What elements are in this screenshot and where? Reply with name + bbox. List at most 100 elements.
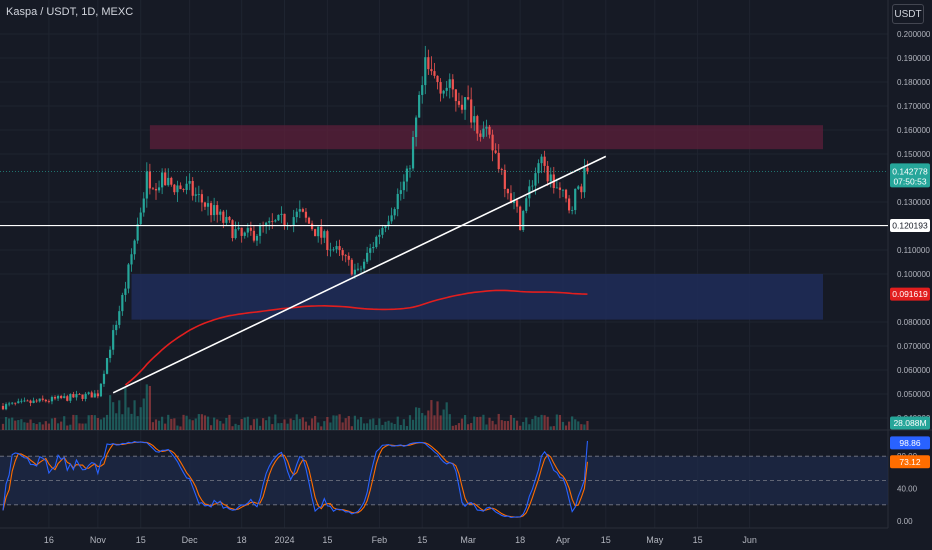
candle[interactable]	[384, 225, 387, 233]
candle[interactable]	[237, 221, 240, 231]
candle[interactable]	[515, 197, 519, 213]
candle[interactable]	[185, 176, 188, 195]
candle[interactable]	[157, 180, 161, 193]
candle[interactable]	[1, 403, 5, 411]
candle[interactable]	[558, 182, 562, 199]
candle[interactable]	[531, 180, 534, 191]
candle[interactable]	[151, 187, 155, 190]
candle[interactable]	[203, 201, 207, 210]
candle[interactable]	[295, 208, 298, 223]
candle[interactable]	[418, 91, 421, 118]
candle[interactable]	[60, 394, 63, 400]
candle[interactable]	[47, 399, 50, 404]
candle[interactable]	[188, 173, 191, 191]
candle[interactable]	[265, 221, 268, 234]
candle[interactable]	[219, 209, 222, 221]
candle[interactable]	[268, 217, 271, 231]
candle[interactable]	[457, 92, 461, 108]
candle[interactable]	[243, 231, 246, 239]
candle[interactable]	[476, 114, 479, 141]
candle[interactable]	[8, 401, 11, 407]
candle[interactable]	[197, 185, 200, 203]
candle[interactable]	[53, 395, 57, 401]
candle[interactable]	[571, 206, 574, 215]
candle[interactable]	[519, 205, 522, 231]
candle[interactable]	[280, 206, 283, 224]
candle[interactable]	[14, 402, 17, 406]
candle[interactable]	[231, 219, 234, 242]
candle[interactable]	[454, 89, 457, 112]
candle[interactable]	[29, 399, 32, 407]
candle[interactable]	[350, 258, 353, 276]
candle[interactable]	[335, 240, 338, 254]
candle[interactable]	[320, 219, 323, 245]
candle[interactable]	[356, 262, 360, 272]
candle[interactable]	[411, 130, 415, 172]
candle[interactable]	[381, 224, 384, 239]
candle[interactable]	[50, 395, 54, 405]
candle[interactable]	[72, 391, 75, 398]
candle[interactable]	[491, 129, 494, 162]
candle[interactable]	[115, 320, 118, 336]
candle[interactable]	[399, 181, 402, 201]
candle[interactable]	[44, 398, 47, 403]
candle[interactable]	[390, 207, 393, 224]
candle[interactable]	[191, 177, 194, 201]
candle[interactable]	[179, 182, 182, 190]
candle[interactable]	[332, 247, 335, 252]
candle[interactable]	[105, 357, 109, 375]
candle[interactable]	[173, 183, 176, 195]
candle[interactable]	[216, 201, 219, 223]
candle[interactable]	[90, 390, 93, 398]
candle[interactable]	[362, 258, 366, 273]
candle[interactable]	[329, 242, 332, 257]
candle[interactable]	[133, 239, 136, 260]
candle[interactable]	[11, 401, 14, 405]
candle[interactable]	[130, 248, 133, 272]
candle[interactable]	[200, 189, 203, 212]
candle[interactable]	[142, 192, 145, 217]
trendline[interactable]	[112, 155, 607, 394]
candle[interactable]	[301, 207, 304, 213]
candles-layer[interactable]	[1, 45, 589, 411]
candle[interactable]	[139, 207, 142, 227]
candle[interactable]	[463, 96, 467, 120]
candle[interactable]	[283, 213, 286, 230]
candle[interactable]	[503, 164, 506, 198]
candle[interactable]	[304, 207, 308, 223]
candle[interactable]	[234, 221, 237, 240]
candle[interactable]	[121, 292, 124, 316]
stochastic-pane[interactable]	[0, 440, 888, 519]
candle[interactable]	[375, 235, 378, 249]
candle[interactable]	[433, 62, 436, 79]
symbol-title[interactable]: Kaspa / USDT, 1D, MEXC	[6, 6, 134, 18]
candle[interactable]	[372, 242, 375, 253]
candle[interactable]	[485, 119, 488, 137]
candle[interactable]	[525, 196, 528, 214]
candle[interactable]	[509, 185, 513, 204]
candle[interactable]	[402, 174, 405, 199]
candle[interactable]	[124, 281, 127, 302]
candle[interactable]	[84, 392, 87, 402]
currency-button[interactable]: USDT	[892, 4, 924, 24]
candle[interactable]	[213, 197, 216, 221]
candle[interactable]	[112, 324, 115, 355]
candle[interactable]	[17, 398, 20, 404]
candle[interactable]	[427, 49, 430, 75]
candle[interactable]	[439, 78, 442, 102]
candle[interactable]	[206, 196, 210, 216]
candle[interactable]	[467, 85, 470, 101]
candle[interactable]	[93, 390, 96, 398]
candle[interactable]	[369, 243, 372, 261]
candle[interactable]	[81, 394, 84, 402]
candle[interactable]	[258, 223, 262, 244]
candle[interactable]	[249, 221, 252, 236]
candle[interactable]	[470, 87, 473, 129]
candle[interactable]	[580, 183, 583, 199]
candle[interactable]	[292, 209, 295, 233]
candle[interactable]	[537, 159, 540, 184]
candle[interactable]	[421, 76, 424, 104]
candle[interactable]	[32, 397, 35, 404]
candle[interactable]	[23, 397, 26, 403]
